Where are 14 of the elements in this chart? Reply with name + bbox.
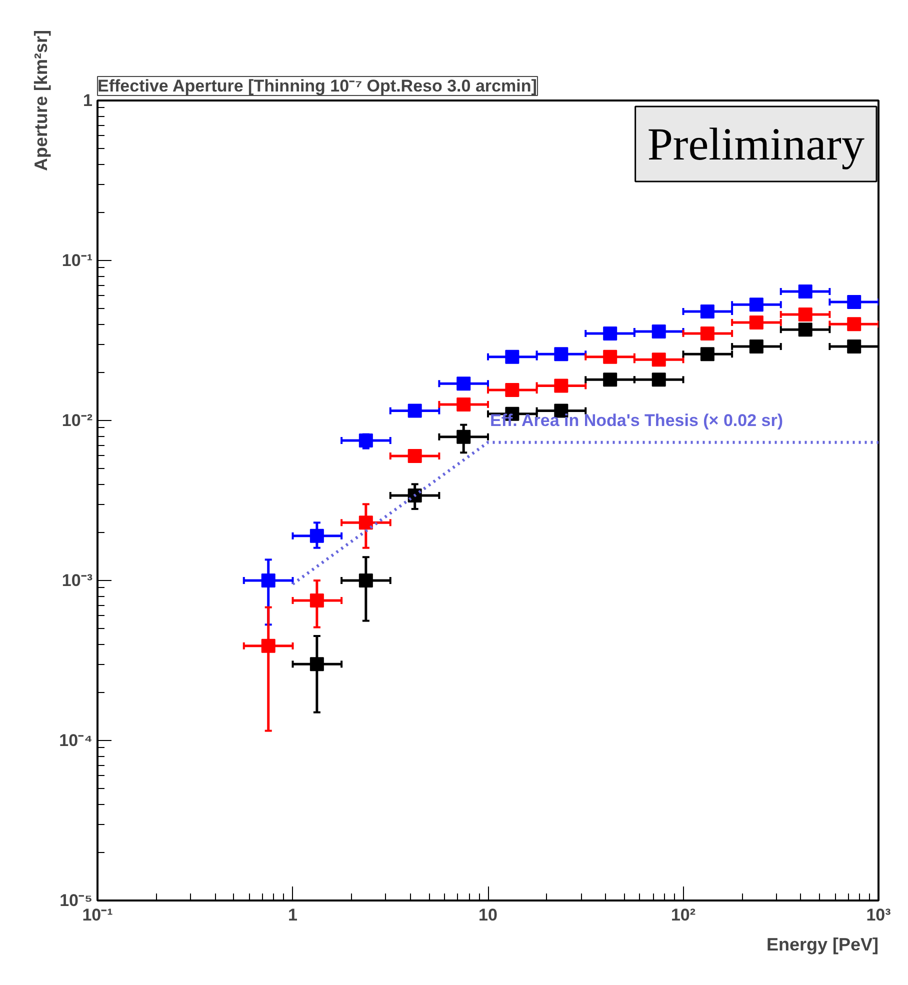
y-tick-label: 10⁻³ (62, 571, 93, 590)
chart-title: Effective Aperture [Thinning 10⁻⁷ Opt.Reso 3.0 arcmin] (98, 76, 537, 96)
x-tick-label: 10³ (866, 906, 892, 924)
y-axis-title: Aperture [km²sr] (31, 30, 52, 172)
y-tick-label: 10⁻² (62, 411, 93, 430)
y-tick-label: 1 (83, 91, 93, 110)
annotation: Preliminary (647, 118, 865, 170)
x-axis-title: Energy [PeV] (766, 934, 879, 954)
annotation: Eff. Area in Noda's Thesis (× 0.02 sr) (490, 410, 783, 430)
y-tick-label: 10⁻¹ (62, 251, 93, 270)
y-tick-label: 10⁻⁴ (59, 731, 93, 750)
x-tick-label: 10 (478, 906, 498, 924)
x-tick-label: 1 (288, 906, 298, 924)
x-tick-label: 10² (670, 906, 696, 924)
